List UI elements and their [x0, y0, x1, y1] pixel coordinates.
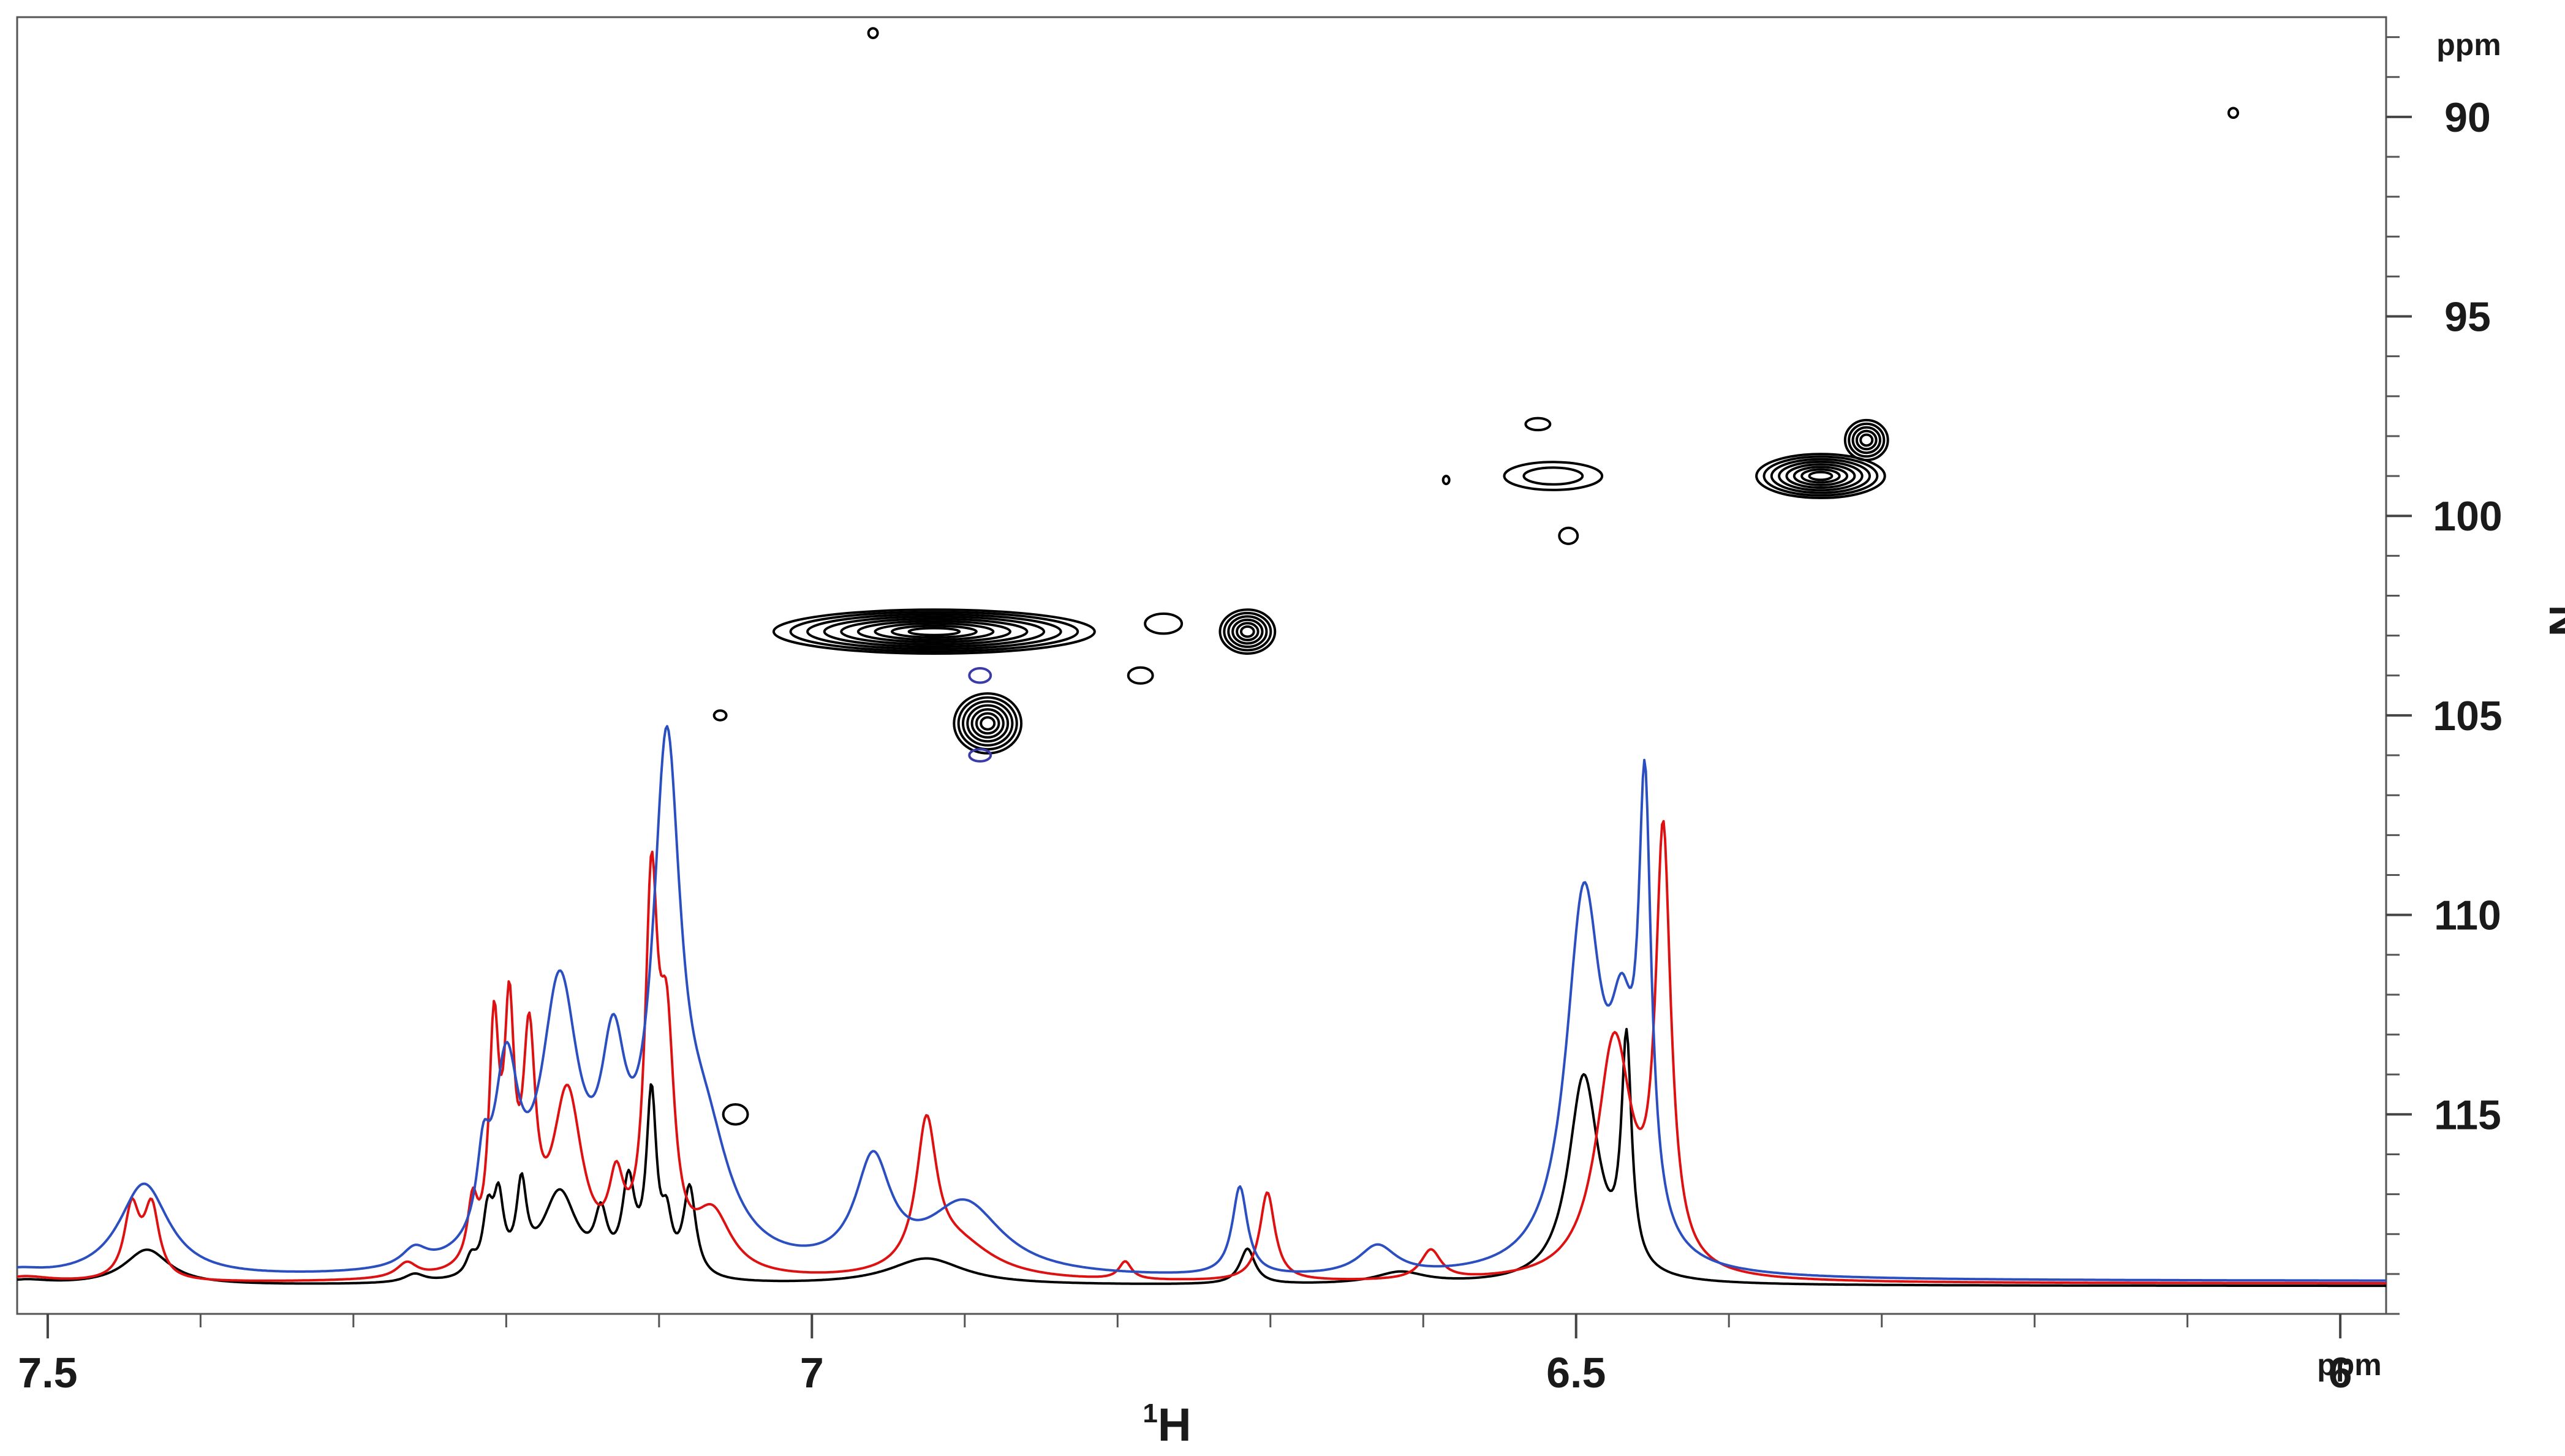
cross-peak — [1755, 453, 1886, 499]
y-tick-label: 100 — [2433, 493, 2502, 540]
contour-level — [890, 624, 978, 639]
contour-level — [966, 704, 1010, 743]
contour-level — [874, 622, 995, 641]
contour-level — [1223, 611, 1272, 652]
x-tick-label: 6 — [2329, 1349, 2352, 1397]
contour-level — [1851, 426, 1881, 455]
y-tick-label: 105 — [2433, 693, 2502, 739]
contour-level — [789, 611, 1079, 653]
contour-level — [961, 700, 1014, 747]
y-axis-label-nucleus: N — [2540, 605, 2565, 636]
contour-level — [907, 627, 961, 636]
contour-level — [1848, 422, 1886, 458]
y-axis-unit: ppm — [2436, 28, 2501, 62]
contour-level — [1755, 453, 1886, 499]
contour-level — [1800, 468, 1841, 484]
contour-level — [1503, 461, 1604, 491]
cross-peak — [712, 709, 728, 722]
contour-level — [970, 708, 1005, 739]
cross-peak — [1524, 417, 1552, 432]
contour-level — [980, 716, 996, 731]
contour-level — [2227, 107, 2240, 119]
contour-level — [1843, 418, 1889, 462]
contour-level — [1770, 458, 1872, 494]
contour-level — [867, 27, 879, 39]
contour-level — [1792, 466, 1849, 486]
cross-peak — [968, 667, 992, 684]
y-tick-label: 115 — [2434, 1092, 2501, 1138]
contour-level — [953, 692, 1023, 755]
contour-level — [1808, 470, 1834, 481]
cross-peak — [1558, 526, 1579, 545]
contour-level — [1524, 417, 1552, 432]
contour-level — [1218, 608, 1277, 655]
cross-peak — [1218, 608, 1277, 655]
contour-level — [1144, 612, 1184, 635]
contour-level — [806, 613, 1062, 651]
cross-peak — [867, 27, 879, 39]
contour-level — [1859, 433, 1874, 447]
cross-peak — [1127, 666, 1154, 685]
contour-level — [722, 1103, 749, 1126]
cross-peak — [1144, 612, 1184, 635]
contour-level — [1127, 666, 1154, 685]
spectrum-trace — [17, 1028, 2386, 1288]
contour-level — [975, 712, 1000, 735]
x-tick-label: 7.5 — [18, 1349, 77, 1397]
contour-level — [1778, 460, 1864, 492]
cross-peak — [1843, 418, 1889, 462]
x-axis-unit: ppm — [2317, 1348, 2382, 1382]
contour-level — [1239, 625, 1255, 638]
plot-frame — [16, 16, 2387, 1315]
x-tick-label: 7 — [800, 1349, 824, 1397]
contour-level — [856, 620, 1011, 644]
y-tick-label: 95 — [2444, 294, 2491, 341]
cross-peak — [953, 692, 1023, 755]
contour-level — [1762, 455, 1879, 497]
contour-level — [1227, 615, 1268, 648]
contour-level — [957, 696, 1018, 751]
contour-level — [1236, 622, 1260, 641]
spectrum-trace — [17, 725, 2386, 1282]
contour-level — [840, 617, 1029, 646]
y-axis-label-isotope: 15 — [2561, 576, 2565, 605]
cross-peak — [1441, 475, 1451, 486]
contour-level — [772, 608, 1096, 655]
x-axis-label-nucleus: H — [1158, 1399, 1192, 1451]
contour-level — [1522, 466, 1584, 486]
cross-peak — [772, 608, 1096, 655]
contour-level — [712, 709, 728, 722]
y-axis-label: 15N — [2540, 576, 2565, 637]
contour-level — [1231, 618, 1264, 645]
x-axis-label: 1H — [1143, 1398, 1191, 1451]
spectrum-trace — [17, 820, 2386, 1284]
contour-level — [968, 667, 992, 684]
cross-peak — [722, 1103, 749, 1126]
cross-peak — [968, 748, 992, 763]
y-tick-label: 90 — [2444, 94, 2491, 141]
x-axis-label-isotope: 1 — [1143, 1398, 1157, 1428]
contour-level — [1441, 475, 1451, 486]
contour-level — [1558, 526, 1579, 545]
cross-peak — [1503, 461, 1604, 491]
contour-level — [1785, 463, 1856, 489]
cross-peak — [2227, 107, 2240, 119]
y-tick-label: 110 — [2434, 892, 2501, 939]
contour-level — [968, 748, 992, 763]
contour-level — [823, 615, 1046, 648]
contour-level — [1855, 429, 1878, 451]
x-tick-label: 6.5 — [1546, 1349, 1606, 1397]
